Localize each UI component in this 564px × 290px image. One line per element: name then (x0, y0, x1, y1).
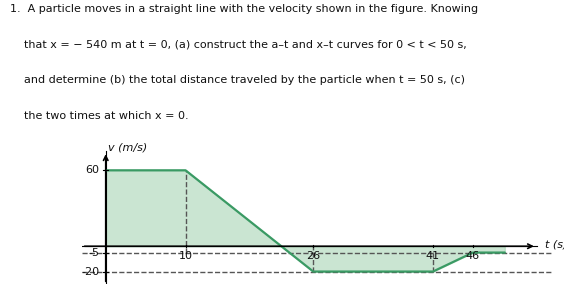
Text: 1.  A particle moves in a straight line with the velocity shown in the figure. K: 1. A particle moves in a straight line w… (10, 4, 478, 14)
Text: 60: 60 (85, 165, 99, 175)
Text: v (m/s): v (m/s) (108, 142, 147, 153)
Text: t (s): t (s) (545, 240, 564, 250)
Text: 46: 46 (466, 251, 480, 261)
Text: 10: 10 (179, 251, 192, 261)
Text: the two times at which x = 0.: the two times at which x = 0. (10, 111, 189, 121)
Text: 41: 41 (426, 251, 440, 261)
Text: and determine (b) the total distance traveled by the particle when t = 50 s, (c): and determine (b) the total distance tra… (10, 75, 465, 85)
Text: -5: -5 (89, 248, 99, 258)
Text: that x = − 540 m at t = 0, (a) construct the a–t and x–t curves for 0 < t < 50 s: that x = − 540 m at t = 0, (a) construct… (10, 40, 467, 50)
Text: -20: -20 (81, 267, 99, 277)
Text: 26: 26 (306, 251, 320, 261)
